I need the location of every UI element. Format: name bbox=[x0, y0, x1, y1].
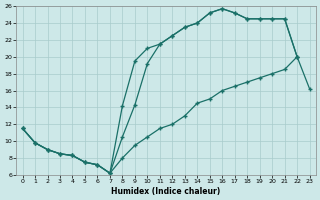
X-axis label: Humidex (Indice chaleur): Humidex (Indice chaleur) bbox=[111, 187, 221, 196]
